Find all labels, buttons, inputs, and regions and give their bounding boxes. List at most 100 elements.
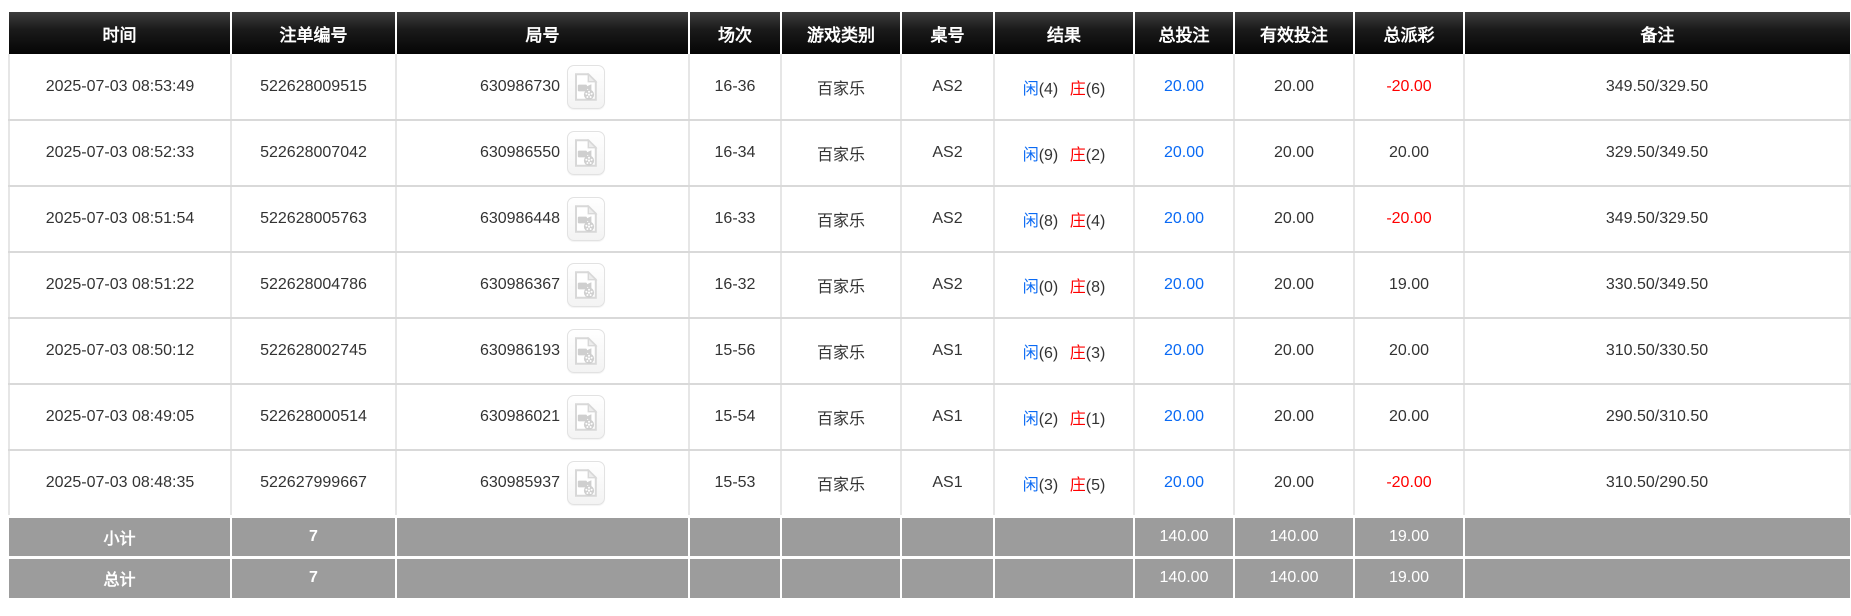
cell-table-number: AS1 — [901, 450, 995, 517]
summary-valid-bet: 140.00 — [1234, 555, 1355, 598]
summary-empty-cell — [781, 514, 902, 557]
round-number: 630986367 — [479, 276, 561, 293]
video-replay-button[interactable] — [567, 460, 606, 505]
result-banker-points: (4) — [1085, 213, 1106, 230]
cell-valid-bet: 20.00 — [1234, 384, 1355, 451]
col-header-remark: 备注 — [1464, 12, 1850, 54]
summary-row: 总计 7 140.00 140.00 19.00 — [9, 555, 1850, 598]
result-player-label: 闲 — [1022, 279, 1039, 296]
col-header-game-type: 游戏类别 — [781, 12, 902, 54]
cell-round-number: 630986193 — [396, 318, 690, 385]
table-row: 2025-07-03 08:51:22 522628004786 6309863… — [8, 252, 1851, 319]
cell-game-type: 百家乐 — [781, 54, 902, 121]
cell-remark: 330.50/349.50 — [1464, 252, 1851, 319]
video-replay-button[interactable] — [567, 197, 606, 241]
round-number: 630986193 — [479, 342, 561, 359]
cell-total-payout: 19.00 — [1354, 252, 1465, 319]
video-replay-button[interactable] — [567, 395, 606, 439]
summary-valid-bet: 140.00 — [1234, 514, 1355, 557]
summary-row: 小计 7 140.00 140.00 19.00 — [9, 514, 1850, 557]
result-player-points: (6) — [1038, 345, 1059, 362]
cell-table-number: AS1 — [901, 318, 995, 385]
round-number: 630986550 — [479, 144, 561, 161]
cell-total-bet[interactable]: 20.00 — [1134, 54, 1235, 121]
video-replay-button[interactable] — [567, 131, 606, 175]
result-player-label: 闲 — [1022, 345, 1039, 362]
table-row: 2025-07-03 08:48:35 522627999667 6309859… — [8, 450, 1851, 517]
video-file-icon — [575, 72, 598, 101]
video-file-icon — [575, 468, 598, 497]
cell-total-payout: 20.00 — [1354, 318, 1465, 385]
cell-total-bet[interactable]: 20.00 — [1134, 318, 1235, 385]
cell-game-type: 百家乐 — [781, 252, 902, 319]
summary-empty-cell — [689, 555, 782, 598]
cell-remark: 349.50/329.50 — [1464, 186, 1851, 253]
col-header-session: 场次 — [689, 12, 782, 54]
round-number: 630985937 — [479, 473, 561, 491]
cell-total-bet[interactable]: 20.00 — [1134, 186, 1235, 253]
cell-result: 闲(9) 庄(2) — [994, 120, 1135, 187]
cell-remark: 310.50/330.50 — [1464, 318, 1851, 385]
cell-table-number: AS1 — [901, 384, 995, 451]
result-player-points: (3) — [1038, 476, 1059, 494]
cell-total-payout: -20.00 — [1354, 54, 1465, 121]
result-banker-points: (1) — [1085, 411, 1106, 428]
cell-remark: 290.50/310.50 — [1464, 384, 1851, 451]
result-banker-label: 庄 — [1069, 476, 1086, 494]
cell-total-bet[interactable]: 20.00 — [1134, 120, 1235, 187]
cell-result: 闲(6) 庄(3) — [994, 318, 1135, 385]
result-banker-label: 庄 — [1069, 80, 1086, 98]
result-player-points: (8) — [1038, 213, 1059, 230]
col-header-total-bet: 总投注 — [1134, 12, 1235, 54]
summary-empty-cell — [994, 555, 1135, 598]
cell-round-number: 630986550 — [396, 120, 690, 187]
summary-count: 7 — [231, 555, 397, 598]
col-header-time: 时间 — [9, 12, 232, 54]
summary-label: 总计 — [9, 555, 232, 598]
result-banker-points: (5) — [1085, 476, 1106, 494]
cell-result: 闲(0) 庄(8) — [994, 252, 1135, 319]
summary-empty-cell — [1464, 555, 1850, 598]
cell-table-number: AS2 — [901, 186, 995, 253]
cell-valid-bet: 20.00 — [1234, 318, 1355, 385]
cell-total-payout: 20.00 — [1354, 384, 1465, 451]
video-replay-button[interactable] — [567, 263, 606, 307]
cell-table-number: AS2 — [901, 252, 995, 319]
bet-records-table: 时间 注单编号 局号 场次 游戏类别 桌号 结果 总投注 有效投注 总派彩 备注… — [8, 12, 1851, 598]
video-replay-button[interactable] — [567, 64, 606, 109]
round-number: 630986730 — [479, 77, 561, 95]
cell-bet-number: 522628007042 — [231, 120, 397, 187]
table-row: 2025-07-03 08:51:54 522628005763 6309864… — [8, 186, 1851, 253]
cell-time: 2025-07-03 08:53:49 — [8, 54, 232, 121]
round-number: 630986021 — [479, 408, 561, 425]
cell-bet-number: 522628009515 — [231, 54, 397, 121]
table-header-row: 时间 注单编号 局号 场次 游戏类别 桌号 结果 总投注 有效投注 总派彩 备注 — [9, 12, 1850, 54]
summary-empty-cell — [1464, 514, 1850, 557]
result-player-points: (0) — [1038, 279, 1059, 296]
cell-total-payout: -20.00 — [1354, 186, 1465, 253]
summary-total-payout: 19.00 — [1354, 555, 1465, 598]
cell-total-bet[interactable]: 20.00 — [1134, 384, 1235, 451]
cell-round-number: 630985937 — [396, 450, 690, 517]
result-player-points: (4) — [1038, 80, 1059, 98]
cell-time: 2025-07-03 08:49:05 — [8, 384, 232, 451]
result-banker-points: (6) — [1085, 80, 1106, 98]
cell-valid-bet: 20.00 — [1234, 120, 1355, 187]
cell-session: 15-54 — [689, 384, 782, 451]
col-header-bet-number: 注单编号 — [231, 12, 397, 54]
cell-bet-number: 522628005763 — [231, 186, 397, 253]
cell-bet-number: 522627999667 — [231, 450, 397, 517]
cell-session: 16-34 — [689, 120, 782, 187]
result-banker-label: 庄 — [1069, 279, 1086, 296]
video-replay-button[interactable] — [567, 329, 606, 373]
cell-time: 2025-07-03 08:51:54 — [8, 186, 232, 253]
cell-game-type: 百家乐 — [781, 384, 902, 451]
cell-game-type: 百家乐 — [781, 120, 902, 187]
cell-bet-number: 522628000514 — [231, 384, 397, 451]
cell-total-bet[interactable]: 20.00 — [1134, 252, 1235, 319]
cell-time: 2025-07-03 08:48:35 — [8, 450, 232, 517]
cell-total-bet[interactable]: 20.00 — [1134, 450, 1235, 517]
cell-table-number: AS2 — [901, 120, 995, 187]
result-banker-points: (2) — [1085, 147, 1106, 164]
cell-table-number: AS2 — [901, 54, 995, 121]
